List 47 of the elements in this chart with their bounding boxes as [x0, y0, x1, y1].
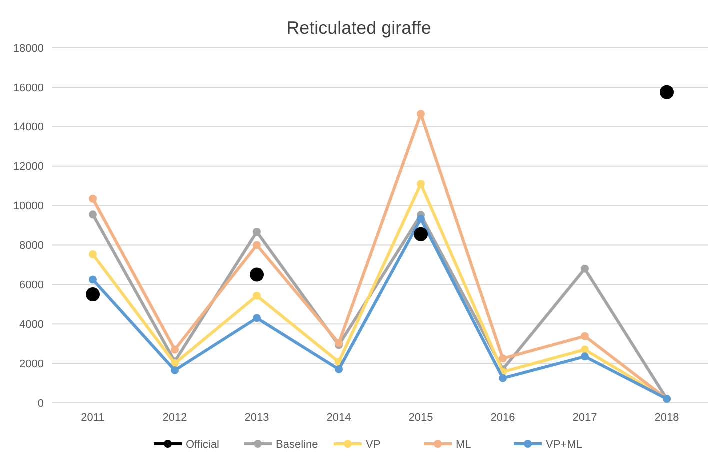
y-tick-label: 10000 [13, 200, 44, 213]
y-tick-label: 14000 [13, 122, 44, 134]
legend-label: ML [456, 438, 472, 451]
point [253, 314, 261, 322]
legend-label: VP [366, 438, 381, 451]
y-tick-label: 8000 [20, 240, 44, 252]
y-tick-label: 2000 [20, 358, 44, 370]
point [89, 250, 97, 258]
point [89, 194, 97, 203]
point [171, 346, 179, 354]
point [417, 180, 425, 188]
chart-title: Reticulated giraffe [286, 18, 432, 38]
point [89, 210, 97, 219]
x-tick-label: 2018 [654, 412, 680, 424]
x-tick-label: 2013 [244, 412, 270, 424]
point [335, 365, 343, 374]
y-tick-label: 16000 [13, 82, 44, 94]
y-tick-label: 6000 [20, 280, 44, 292]
legend-label: Official [186, 438, 220, 451]
y-tick-label: 0 [38, 398, 44, 410]
y-tick-label: 18000 [13, 42, 44, 55]
x-tick-label: 2016 [490, 412, 516, 424]
point [581, 264, 589, 273]
x-tick-label: 2015 [408, 412, 434, 424]
legend-label: VP+ML [546, 438, 582, 451]
y-tick-label: 12000 [13, 161, 44, 174]
point [250, 268, 264, 282]
x-tick-label: 2017 [572, 412, 598, 424]
point [253, 241, 261, 250]
point [253, 228, 261, 236]
point [499, 374, 507, 382]
legend-label: Baseline [276, 438, 318, 451]
y-tick-label: 4000 [20, 318, 44, 331]
point [581, 346, 589, 354]
point [660, 85, 674, 100]
point [417, 214, 425, 223]
point [414, 227, 428, 242]
point [581, 352, 589, 361]
point [89, 276, 97, 284]
point [171, 366, 179, 374]
point [253, 292, 261, 300]
point [581, 332, 589, 340]
point [499, 354, 507, 363]
x-tick-label: 2011 [81, 412, 105, 424]
point [86, 288, 100, 302]
x-tick-label: 2014 [326, 412, 352, 424]
x-tick-label: 2012 [162, 412, 188, 424]
